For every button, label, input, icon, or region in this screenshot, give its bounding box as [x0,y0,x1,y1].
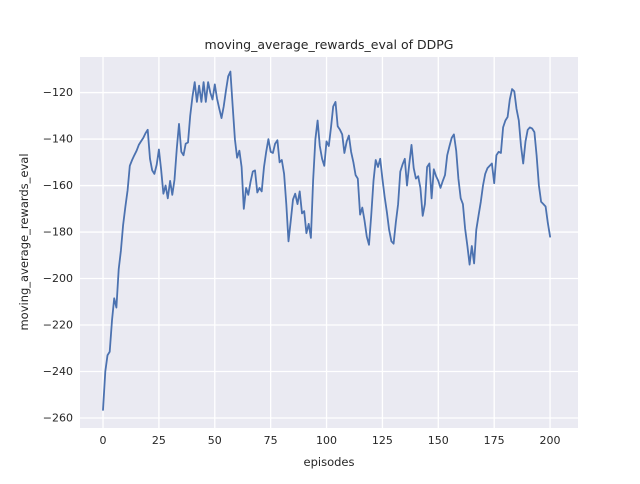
reward-line [102,70,551,411]
y-axis-label: moving_average_rewards_eval [17,153,31,330]
series-lines [102,70,551,411]
y-tick-labels: −120 −140 −160 −180 −200 −220 −240 −260 [43,86,73,424]
y-tick-label: −200 [43,272,73,285]
x-tick-label: 75 [264,434,278,447]
x-tick-label: 200 [540,434,561,447]
x-tick-labels: 0 25 50 75 100 125 150 175 200 [100,434,561,447]
y-tick-label: −120 [43,86,73,99]
x-tick-label: 125 [372,434,393,447]
chart-title: moving_average_rewards_eval of DDPG [205,37,454,52]
y-tick-label: −220 [43,319,73,332]
x-tick-label: 0 [100,434,107,447]
x-tick-label: 25 [152,434,166,447]
x-tick-label: 100 [316,434,337,447]
x-axis-label: episodes [304,455,355,469]
y-tick-label: −140 [43,133,73,146]
y-tick-label: −180 [43,226,73,239]
y-tick-label: −160 [43,179,73,192]
x-tick-label: 50 [208,434,222,447]
x-tick-label: 175 [484,434,505,447]
plot-area [80,57,578,428]
y-tick-label: −240 [43,365,73,378]
y-tick-label: −260 [43,412,73,425]
x-tick-label: 150 [428,434,449,447]
